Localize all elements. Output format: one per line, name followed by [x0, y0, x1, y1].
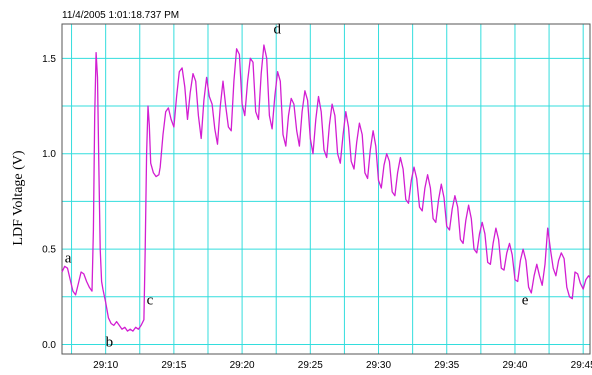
y-tick-label-3: 1.5 [42, 54, 56, 65]
gridlines [62, 24, 590, 354]
annotation-d: d [273, 22, 281, 38]
annotation-a: a [65, 250, 72, 266]
x-tick-label-0: 29:10 [93, 360, 118, 371]
x-tick-label-1: 29:15 [161, 360, 186, 371]
x-tick-label-3: 29:25 [298, 360, 323, 371]
y-axis-label: LDF Voltage (V) [11, 150, 26, 245]
annotation-e: e [522, 292, 529, 308]
x-tick-label-2: 29:20 [230, 360, 255, 371]
x-tick-label-7: 29:45 [571, 360, 592, 371]
series-layer [61, 44, 591, 332]
tick-labels: 29:10 29:15 29:20 29:25 29:30 29:35 29:40 29:45… [42, 54, 592, 371]
series-line-0 [61, 44, 591, 332]
x-tick-label-6: 29:40 [502, 360, 527, 371]
x-tick-label-4: 29:30 [366, 360, 391, 371]
annotations: a b c d e [65, 22, 529, 351]
y-tick-label-2: 1.0 [42, 149, 56, 160]
y-tick-label-0: 0.0 [42, 340, 56, 351]
annotation-c: c [147, 292, 154, 308]
x-tick-label-5: 29:35 [434, 360, 459, 371]
timestamp: 11/4/2005 1:01:18.737 PM [62, 10, 179, 21]
plot-frame [61, 23, 591, 355]
annotation-b: b [106, 334, 114, 350]
y-tick-label-1: 0.5 [42, 245, 56, 256]
